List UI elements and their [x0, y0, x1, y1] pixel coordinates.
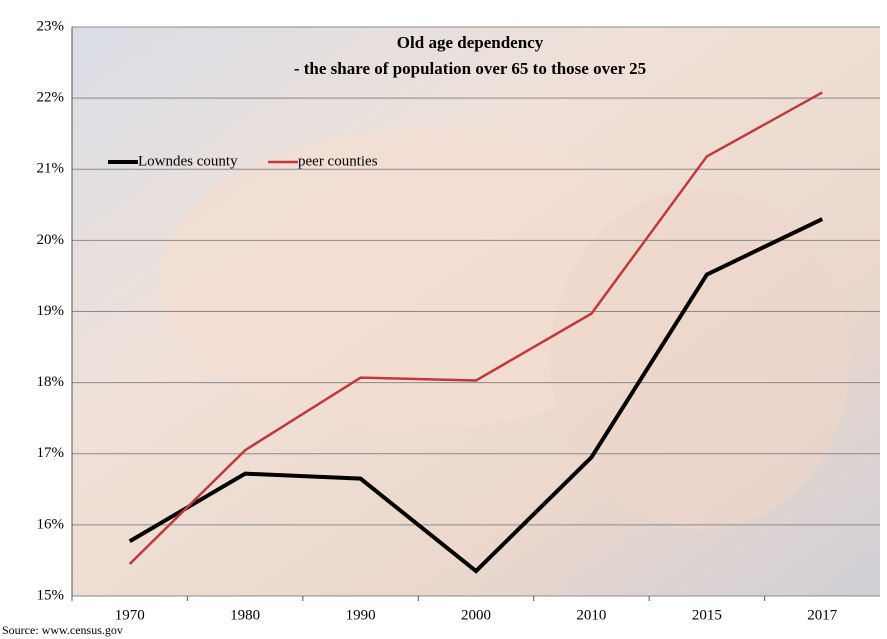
y-tick-label: 15%	[37, 587, 65, 603]
x-tick-label: 1980	[230, 607, 260, 623]
x-tick-label: 2010	[576, 607, 606, 623]
x-tick-label: 2015	[692, 607, 722, 623]
y-tick-label: 23%	[37, 18, 65, 34]
x-tick-label: 2000	[461, 607, 491, 623]
series-line	[128, 217, 824, 574]
y-tick-label: 20%	[37, 232, 65, 248]
series-line	[128, 91, 823, 565]
background-shape	[550, 190, 850, 530]
x-tick-label: 1990	[346, 607, 376, 623]
legend-label: Lowndes county	[138, 153, 238, 169]
source-note: Source: www.census.gov	[2, 623, 123, 637]
y-tick-label: 16%	[37, 516, 65, 532]
x-tick-label: 2017	[807, 607, 838, 623]
y-tick-label: 19%	[37, 303, 65, 319]
chart-title: Old age dependency	[397, 33, 544, 52]
chart-subtitle: - the share of population over 65 to tho…	[294, 59, 646, 78]
y-tick-label: 21%	[37, 161, 65, 177]
y-tick-label: 18%	[37, 374, 65, 390]
y-tick-label: 17%	[37, 445, 65, 461]
y-tick-label: 22%	[37, 90, 65, 106]
x-tick-label: 1970	[115, 607, 145, 623]
background-shape	[160, 130, 680, 430]
legend-label: peer counties	[298, 153, 378, 169]
